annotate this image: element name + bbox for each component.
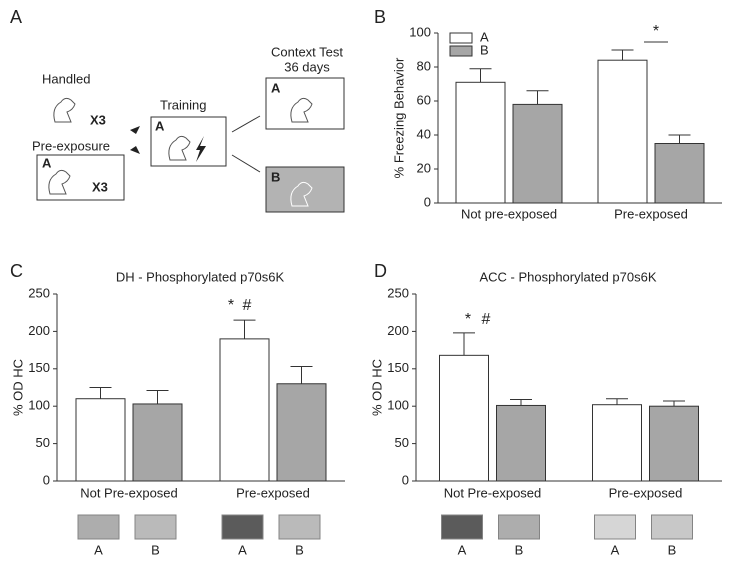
blot <box>221 514 264 540</box>
panel-label: D <box>374 261 387 281</box>
legend-swatch <box>449 32 473 44</box>
y-tick-label: 150 <box>28 360 50 375</box>
blot-label: B <box>515 542 524 557</box>
y-tick-label: 200 <box>28 323 50 338</box>
blot-label: B <box>295 542 304 557</box>
annotation: # <box>482 311 491 328</box>
y-tick-label: 20 <box>417 160 431 175</box>
bar <box>654 143 705 204</box>
chart-title: ACC - Phosphorylated p70s6K <box>479 269 656 284</box>
bar <box>75 398 126 482</box>
y-axis-label: % OD HC <box>10 359 25 416</box>
annotation: # <box>243 297 252 314</box>
label: A <box>155 118 165 133</box>
blot <box>134 514 177 540</box>
y-axis-label: % OD HC <box>369 359 384 416</box>
context-box <box>36 154 125 201</box>
blot <box>594 514 636 540</box>
panel-label: B <box>374 7 386 27</box>
blot <box>278 514 321 540</box>
panel-label: A <box>10 7 22 27</box>
context-box <box>265 77 345 130</box>
diagram: Handled X3 Pre-exposure A X3 Training A … <box>32 44 345 213</box>
bar <box>455 81 506 204</box>
x-tick-label: Not pre-exposed <box>461 206 557 221</box>
y-tick-label: 0 <box>402 472 409 487</box>
blot <box>441 514 483 540</box>
legend-swatch <box>449 45 473 57</box>
label: Handled <box>42 71 90 86</box>
blot-label: A <box>238 542 247 557</box>
bar <box>276 383 327 482</box>
mouse <box>168 135 191 161</box>
y-tick-label: 100 <box>387 398 409 413</box>
mouse <box>53 97 76 123</box>
bar <box>597 59 648 204</box>
y-tick-label: 40 <box>417 126 431 141</box>
mouse <box>290 181 313 207</box>
blot <box>498 514 540 540</box>
label: 36 days <box>284 59 330 74</box>
blot-label: B <box>668 542 677 557</box>
y-tick-label: 100 <box>409 24 431 39</box>
legend-label: B <box>480 42 489 57</box>
y-tick-label: 50 <box>36 435 50 450</box>
y-tick-label: 60 <box>417 92 431 107</box>
chart-title: DH - Phosphorylated p70s6K <box>116 269 285 284</box>
bar <box>592 404 642 482</box>
legend-label: A <box>480 29 489 44</box>
label: A <box>42 155 52 170</box>
annotation: * <box>465 311 471 328</box>
context-box <box>150 116 227 167</box>
label: Context Test <box>271 44 343 59</box>
label: Training <box>160 97 206 112</box>
x-tick-label: Pre-exposed <box>236 485 310 500</box>
blot-label: B <box>151 542 160 557</box>
x-tick-label: Not Pre-exposed <box>444 485 542 500</box>
label: Pre-exposure <box>32 138 110 153</box>
y-tick-label: 250 <box>387 285 409 300</box>
y-tick-label: 0 <box>424 194 431 209</box>
bar <box>132 403 183 482</box>
arrow <box>231 115 261 133</box>
bar <box>219 338 270 482</box>
label: A <box>271 80 281 95</box>
arrow <box>130 126 140 154</box>
panel-label: C <box>10 261 23 281</box>
annotation: * <box>228 297 234 314</box>
arrow <box>231 154 261 173</box>
label: X3 <box>90 112 106 127</box>
blot <box>651 514 693 540</box>
mouse <box>48 169 71 195</box>
y-tick-label: 200 <box>387 323 409 338</box>
y-tick-label: 150 <box>387 360 409 375</box>
mouse <box>290 97 313 123</box>
x-tick-label: Not Pre-exposed <box>80 485 178 500</box>
y-tick-label: 50 <box>395 435 409 450</box>
y-tick-label: 0 <box>43 472 50 487</box>
shock <box>196 136 206 162</box>
annotation: * <box>653 23 659 40</box>
y-tick-label: 250 <box>28 285 50 300</box>
label: B <box>271 169 280 184</box>
blot <box>77 514 120 540</box>
bar <box>649 405 699 482</box>
x-tick-label: Pre-exposed <box>609 485 683 500</box>
y-tick-label: 80 <box>417 58 431 73</box>
label: X3 <box>92 179 108 194</box>
y-tick-label: 100 <box>28 398 50 413</box>
y-axis-label: % Freezing Behavior <box>391 57 406 178</box>
x-tick-label: Pre-exposed <box>614 206 688 221</box>
blot-label: A <box>458 542 467 557</box>
bar <box>439 354 489 482</box>
bar <box>512 103 563 204</box>
blot-label: A <box>94 542 103 557</box>
context-box <box>265 166 345 213</box>
bar <box>496 404 546 482</box>
blot-label: A <box>611 542 620 557</box>
